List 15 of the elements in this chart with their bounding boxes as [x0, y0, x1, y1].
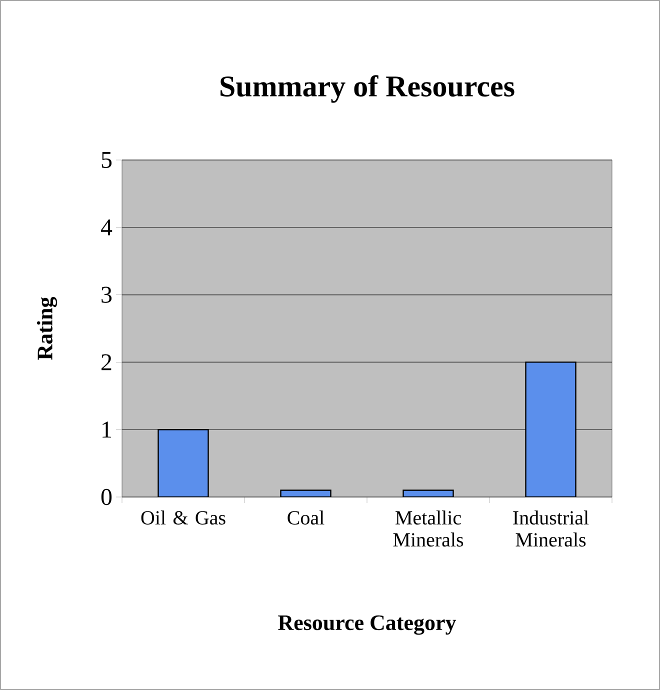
y-tick-label: 0 [101, 488, 112, 506]
y-tick-label: 4 [100, 220, 112, 236]
y-tick-label: 1 [102, 422, 112, 438]
y-axis-title: Rating [36, 296, 58, 360]
chart-title: Summary of Resources [220, 75, 514, 103]
bar [158, 429, 209, 497]
y-tick-label: 5 [102, 152, 112, 168]
bar [525, 362, 576, 497]
x-tick-label: Metallic Minerals [393, 510, 464, 547]
y-tick-label: 3 [102, 286, 112, 303]
x-tick-label: Oil & Gas [141, 510, 226, 525]
x-tick-label: Coal [288, 510, 324, 525]
y-tick-label: 2 [102, 354, 112, 370]
x-axis-title: Resource Category [278, 615, 456, 635]
x-tick-label: Industrial Minerals [513, 510, 589, 547]
